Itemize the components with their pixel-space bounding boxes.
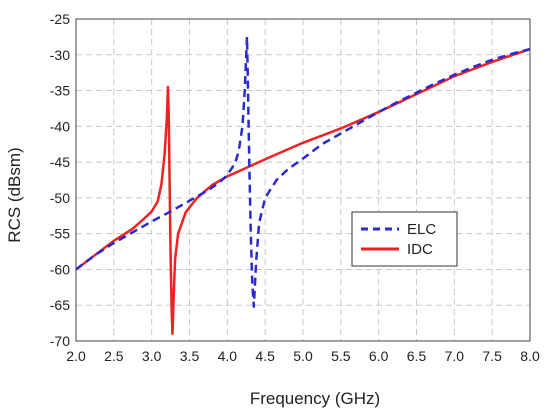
x-tick-label: 2.0 bbox=[66, 348, 86, 364]
y-tick-label: -70 bbox=[50, 333, 70, 349]
y-axis-title: RCS (dBsm) bbox=[5, 147, 24, 242]
x-tick-labels: 2.0 2.5 3.0 3.5 4.0 4.5 5.0 5.5 6.0 6.5 7.0 7.5 8.0 bbox=[66, 348, 540, 364]
plot-series bbox=[75, 35, 531, 336]
x-tick-label: 7.0 bbox=[445, 348, 465, 364]
y-tick-label: -40 bbox=[50, 118, 70, 134]
legend-box bbox=[351, 211, 458, 267]
x-tick-label: 5.0 bbox=[293, 348, 313, 364]
x-tick-label: 3.0 bbox=[142, 348, 162, 364]
y-tick-label: -50 bbox=[50, 190, 70, 206]
x-tick-label: 6.0 bbox=[369, 348, 389, 364]
x-tick-label: 2.5 bbox=[104, 348, 124, 364]
y-tick-label: -25 bbox=[50, 11, 70, 27]
series-line-idc bbox=[75, 47, 531, 336]
legend-label-idc: IDC bbox=[407, 241, 433, 258]
x-tick-label: 7.5 bbox=[482, 348, 502, 364]
x-tick-label: 8.0 bbox=[520, 348, 540, 364]
legend: ELC IDC bbox=[351, 211, 458, 267]
x-tick-label: 4.0 bbox=[218, 348, 238, 364]
x-tick-label: 4.5 bbox=[255, 348, 275, 364]
x-tick-label: 3.5 bbox=[180, 348, 200, 364]
y-tick-label: -55 bbox=[50, 226, 70, 242]
y-tick-label: -60 bbox=[50, 261, 70, 277]
plot-frame bbox=[75, 18, 531, 342]
x-tick-label: 5.5 bbox=[331, 348, 351, 364]
y-tick-labels: -25 -30 -35 -40 -45 -50 -55 -60 -65 -70 bbox=[50, 11, 70, 349]
grid bbox=[76, 19, 530, 341]
y-tick-label: -45 bbox=[50, 154, 70, 170]
x-tick-label: 6.5 bbox=[407, 348, 427, 364]
x-axis-title: Frequency (GHz) bbox=[250, 389, 380, 408]
y-tick-label: -65 bbox=[50, 297, 70, 313]
y-tick-label: -30 bbox=[50, 47, 70, 63]
legend-label-elc: ELC bbox=[407, 221, 436, 238]
y-tick-label: -35 bbox=[50, 83, 70, 99]
